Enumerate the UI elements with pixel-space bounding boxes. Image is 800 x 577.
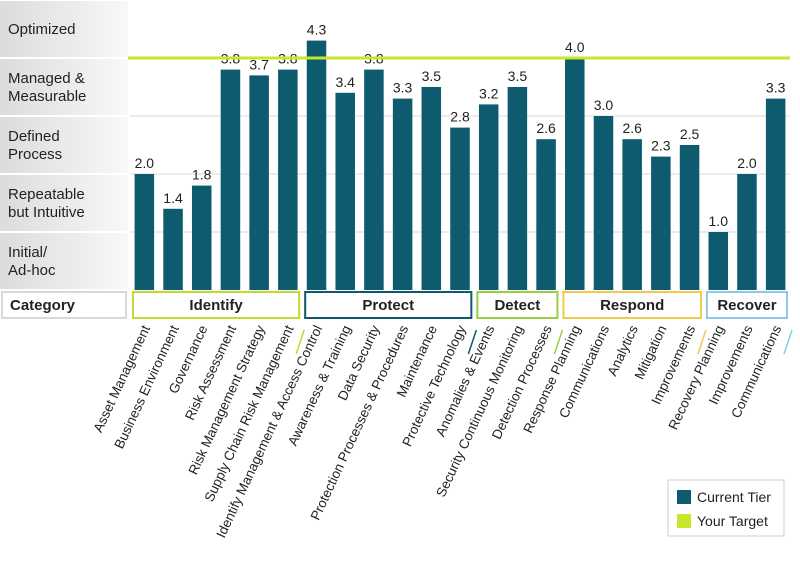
bar <box>134 174 155 290</box>
value-label: 2.5 <box>680 126 700 142</box>
value-label: 3.7 <box>249 56 269 72</box>
bar <box>278 69 298 290</box>
value-label: 1.0 <box>709 213 729 229</box>
bar <box>737 174 757 290</box>
legend-swatch <box>677 490 691 504</box>
bar <box>651 156 671 290</box>
bar <box>536 139 556 290</box>
bar <box>163 208 183 290</box>
tier-label: Optimized <box>8 21 76 38</box>
value-label: 3.3 <box>766 80 786 96</box>
group-box <box>476 291 559 319</box>
value-label: 2.8 <box>450 109 470 125</box>
tier-label: Managed & Measurable <box>8 70 86 105</box>
legend-swatch <box>677 514 691 528</box>
group-label: Respond <box>600 297 664 314</box>
bar <box>421 87 442 290</box>
bar <box>622 139 642 290</box>
category-header-box <box>1 291 127 319</box>
legend-label: Your Target <box>697 513 768 529</box>
value-label: 4.3 <box>307 22 327 38</box>
group-separator <box>783 329 793 355</box>
tier-band <box>0 233 128 289</box>
value-label: 2.6 <box>622 120 642 136</box>
bar <box>249 75 269 291</box>
bar <box>306 40 327 290</box>
group-label: Recover <box>717 297 776 314</box>
value-label: 2.0 <box>737 155 757 171</box>
legend-label: Current Tier <box>697 489 771 505</box>
value-label: 3.5 <box>508 68 528 84</box>
group-label: Protect <box>362 297 414 314</box>
value-label: 3.0 <box>594 97 614 113</box>
bar <box>478 104 499 291</box>
value-label: 4.0 <box>565 39 585 55</box>
tier-label: Defined Process <box>8 128 62 163</box>
value-label: 1.4 <box>163 190 183 206</box>
group-box <box>562 291 702 319</box>
value-label: 2.0 <box>135 155 155 171</box>
bar <box>335 92 355 290</box>
value-label: 2.3 <box>651 138 671 154</box>
bar <box>507 87 528 290</box>
group-box <box>304 291 473 319</box>
group-separator <box>467 329 478 355</box>
tier-label: Initial/Ad-hoc <box>8 244 56 279</box>
bar <box>392 98 413 290</box>
value-label: 3.5 <box>422 68 442 84</box>
bar <box>679 145 700 290</box>
group-separator <box>697 329 707 355</box>
value-label: 3.2 <box>479 85 499 101</box>
bar <box>220 69 241 290</box>
bar <box>565 58 585 290</box>
group-separator <box>553 329 564 355</box>
value-label: 3.4 <box>335 74 355 90</box>
value-label: 2.6 <box>536 120 556 136</box>
tier-band <box>0 59 128 115</box>
bar <box>593 116 614 290</box>
tier-label: Repeatable but Intuitive <box>8 186 85 221</box>
value-label: 1.8 <box>192 167 212 183</box>
bar <box>450 127 470 290</box>
category-header: Category <box>10 297 76 314</box>
group-box <box>132 291 301 319</box>
tier-band <box>0 1 128 57</box>
bar <box>708 232 729 290</box>
bar <box>364 69 384 290</box>
group-label: Identify <box>189 297 243 314</box>
tier-band <box>0 117 128 173</box>
group-box <box>705 291 788 319</box>
group-label: Detect <box>494 297 540 314</box>
tier-band <box>0 175 128 231</box>
bar <box>191 185 212 290</box>
group-separator <box>295 329 305 355</box>
bar <box>765 98 786 290</box>
value-label: 3.3 <box>393 80 413 96</box>
